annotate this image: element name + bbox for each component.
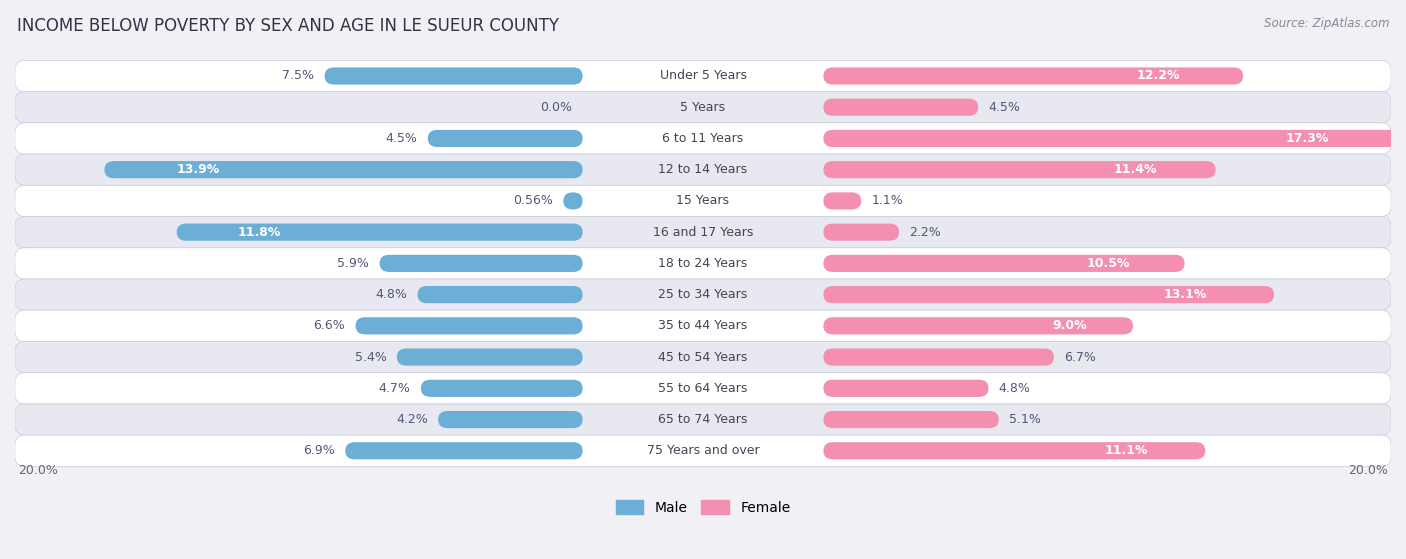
FancyBboxPatch shape (824, 224, 898, 241)
Text: 17.3%: 17.3% (1286, 132, 1329, 145)
Text: 4.7%: 4.7% (378, 382, 411, 395)
Text: 9.0%: 9.0% (1052, 319, 1087, 333)
Text: 35 to 44 Years: 35 to 44 Years (658, 319, 748, 333)
FancyBboxPatch shape (418, 286, 582, 303)
FancyBboxPatch shape (824, 442, 1205, 459)
Text: 15 Years: 15 Years (676, 195, 730, 207)
Text: 11.8%: 11.8% (238, 226, 281, 239)
Text: 10.5%: 10.5% (1087, 257, 1130, 270)
FancyBboxPatch shape (325, 68, 582, 84)
FancyBboxPatch shape (104, 161, 582, 178)
Text: 16 and 17 Years: 16 and 17 Years (652, 226, 754, 239)
Text: 0.0%: 0.0% (540, 101, 572, 113)
FancyBboxPatch shape (15, 248, 1391, 279)
Text: 75 Years and over: 75 Years and over (647, 444, 759, 457)
FancyBboxPatch shape (15, 310, 1391, 342)
FancyBboxPatch shape (824, 286, 1274, 303)
Text: 7.5%: 7.5% (283, 69, 315, 83)
FancyBboxPatch shape (15, 92, 1391, 123)
FancyBboxPatch shape (15, 154, 1391, 185)
FancyBboxPatch shape (15, 342, 1391, 373)
Text: 5.1%: 5.1% (1010, 413, 1040, 426)
Text: 0.56%: 0.56% (513, 195, 553, 207)
Text: Source: ZipAtlas.com: Source: ZipAtlas.com (1264, 17, 1389, 30)
Legend: Male, Female: Male, Female (610, 494, 796, 520)
Text: 11.1%: 11.1% (1105, 444, 1147, 457)
FancyBboxPatch shape (15, 404, 1391, 435)
Text: 4.8%: 4.8% (375, 288, 408, 301)
Text: 65 to 74 Years: 65 to 74 Years (658, 413, 748, 426)
FancyBboxPatch shape (15, 185, 1391, 216)
FancyBboxPatch shape (177, 224, 582, 241)
Text: 4.2%: 4.2% (396, 413, 427, 426)
Text: 11.4%: 11.4% (1114, 163, 1157, 176)
FancyBboxPatch shape (15, 123, 1391, 154)
Text: 2.2%: 2.2% (910, 226, 941, 239)
FancyBboxPatch shape (564, 192, 582, 210)
Text: 55 to 64 Years: 55 to 64 Years (658, 382, 748, 395)
Text: 4.8%: 4.8% (998, 382, 1031, 395)
FancyBboxPatch shape (380, 255, 582, 272)
FancyBboxPatch shape (15, 435, 1391, 466)
Text: 12 to 14 Years: 12 to 14 Years (658, 163, 748, 176)
FancyBboxPatch shape (15, 279, 1391, 310)
FancyBboxPatch shape (824, 98, 979, 116)
FancyBboxPatch shape (396, 348, 582, 366)
FancyBboxPatch shape (15, 216, 1391, 248)
FancyBboxPatch shape (824, 255, 1185, 272)
Text: 1.1%: 1.1% (872, 195, 903, 207)
FancyBboxPatch shape (427, 130, 582, 147)
Text: 6.6%: 6.6% (314, 319, 346, 333)
FancyBboxPatch shape (824, 130, 1406, 147)
Text: INCOME BELOW POVERTY BY SEX AND AGE IN LE SUEUR COUNTY: INCOME BELOW POVERTY BY SEX AND AGE IN L… (17, 17, 558, 35)
Text: 12.2%: 12.2% (1136, 69, 1180, 83)
FancyBboxPatch shape (824, 411, 998, 428)
Text: 25 to 34 Years: 25 to 34 Years (658, 288, 748, 301)
FancyBboxPatch shape (439, 411, 582, 428)
Text: 6.9%: 6.9% (304, 444, 335, 457)
Text: 5.4%: 5.4% (354, 350, 387, 363)
FancyBboxPatch shape (824, 318, 1133, 334)
Text: 45 to 54 Years: 45 to 54 Years (658, 350, 748, 363)
FancyBboxPatch shape (356, 318, 582, 334)
FancyBboxPatch shape (824, 380, 988, 397)
Text: 5.9%: 5.9% (337, 257, 370, 270)
FancyBboxPatch shape (346, 442, 582, 459)
Text: Under 5 Years: Under 5 Years (659, 69, 747, 83)
FancyBboxPatch shape (824, 68, 1243, 84)
FancyBboxPatch shape (824, 161, 1216, 178)
Text: 13.9%: 13.9% (176, 163, 219, 176)
Text: 20.0%: 20.0% (1348, 463, 1388, 477)
FancyBboxPatch shape (15, 373, 1391, 404)
FancyBboxPatch shape (420, 380, 582, 397)
Text: 6.7%: 6.7% (1064, 350, 1097, 363)
FancyBboxPatch shape (15, 60, 1391, 92)
Text: 4.5%: 4.5% (988, 101, 1021, 113)
Text: 4.5%: 4.5% (385, 132, 418, 145)
Text: 20.0%: 20.0% (18, 463, 58, 477)
Text: 6 to 11 Years: 6 to 11 Years (662, 132, 744, 145)
Text: 13.1%: 13.1% (1163, 288, 1206, 301)
FancyBboxPatch shape (824, 348, 1054, 366)
Text: 18 to 24 Years: 18 to 24 Years (658, 257, 748, 270)
FancyBboxPatch shape (824, 192, 862, 210)
Text: 5 Years: 5 Years (681, 101, 725, 113)
